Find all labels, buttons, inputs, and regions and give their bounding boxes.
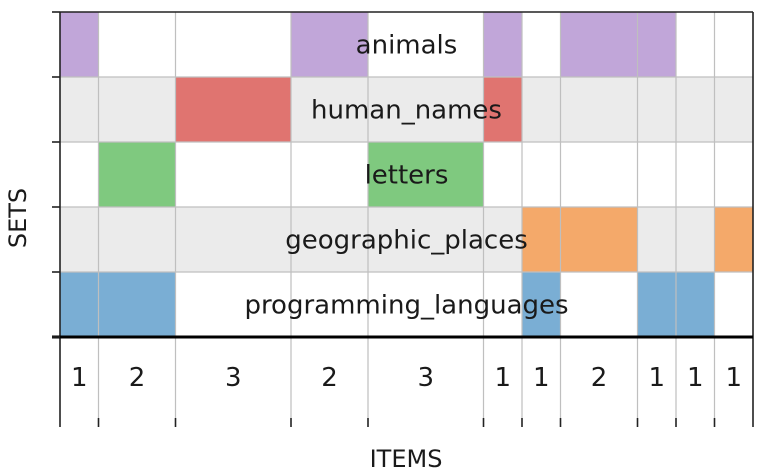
set-label-programming-languages: programming_languages [244, 291, 568, 321]
set-label-human-names: human_names [311, 96, 502, 126]
cell-animals-col-9 [637, 12, 676, 77]
grid-lines [52, 11, 754, 418]
item-count-label: 1 [71, 363, 88, 393]
item-count-label: 1 [687, 363, 704, 393]
item-count-label: 1 [648, 363, 665, 393]
y-axis-label: SETS [4, 188, 32, 248]
cell-programming-languages-col-10 [676, 272, 715, 337]
set-label-animals: animals [356, 31, 458, 61]
membership-cells [60, 12, 753, 337]
item-count-label: 3 [417, 363, 434, 393]
cell-human-names-col-6 [483, 77, 522, 142]
item-count-label: 2 [591, 363, 608, 393]
cell-letters-col-5 [368, 142, 484, 207]
cell-geographic-places-col-7 [522, 207, 561, 272]
cell-geographic-places-col-11 [714, 207, 753, 272]
cell-animals-col-4 [291, 12, 368, 77]
cell-programming-languages-col-1 [60, 272, 99, 337]
item-count-label: 3 [225, 363, 242, 393]
item-count-label: 2 [321, 363, 338, 393]
item-count-label: 2 [129, 363, 146, 393]
axis-ticks [52, 11, 754, 427]
cell-human-names-col-3 [175, 77, 291, 142]
item-count-label: 1 [494, 363, 511, 393]
cell-programming-languages-col-2 [98, 272, 176, 337]
item-count-label: 1 [725, 363, 742, 393]
set-label-letters: letters [365, 161, 449, 191]
cell-animals-col-6 [483, 12, 522, 77]
cell-programming-languages-col-7 [522, 272, 561, 337]
x-axis-label: ITEMS [370, 445, 443, 473]
cell-programming-languages-col-9 [637, 272, 676, 337]
cell-geographic-places-col-8 [560, 207, 638, 272]
cell-animals-col-1 [60, 12, 99, 77]
cell-letters-col-2 [98, 142, 176, 207]
cell-animals-col-8 [560, 12, 638, 77]
item-count-label: 1 [533, 363, 550, 393]
set-label-geographic-places: geographic_places [285, 226, 528, 256]
